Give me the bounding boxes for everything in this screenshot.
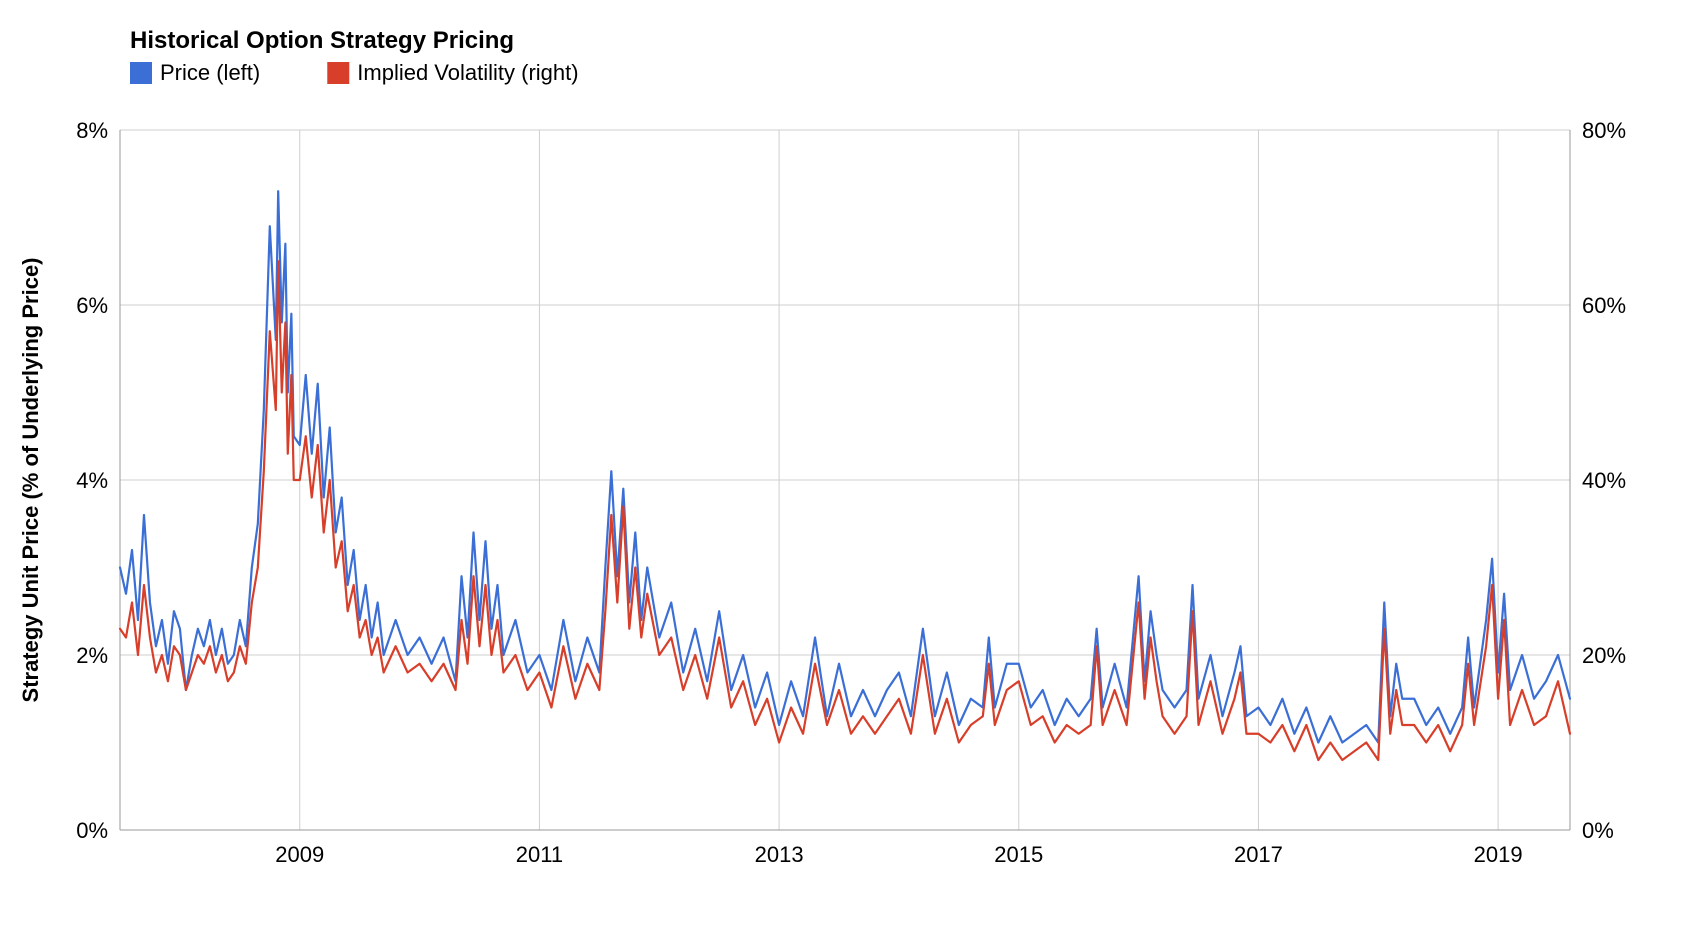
y-left-tick-label: 2% [76, 643, 108, 668]
y-left-tick-label: 8% [76, 118, 108, 143]
y-left-tick-label: 6% [76, 293, 108, 318]
chart-container: Historical Option Strategy Pricing Price … [0, 0, 1700, 934]
chart-title: Historical Option Strategy Pricing [130, 27, 514, 54]
y-left-tick-label: 4% [76, 468, 108, 493]
y-right-tick-label: 80% [1582, 118, 1626, 143]
x-tick-label: 2009 [275, 842, 324, 867]
y-right-tick-label: 20% [1582, 643, 1626, 668]
legend-swatch [130, 62, 152, 84]
x-tick-label: 2013 [755, 842, 804, 867]
y-left-tick-label: 0% [76, 818, 108, 843]
legend-label: Implied Volatility (right) [357, 60, 578, 85]
x-tick-label: 2015 [994, 842, 1043, 867]
y-right-tick-label: 0% [1582, 818, 1614, 843]
x-tick-label: 2017 [1234, 842, 1283, 867]
y-right-tick-label: 40% [1582, 468, 1626, 493]
x-tick-label: 2019 [1474, 842, 1523, 867]
x-tick-label: 2011 [516, 842, 563, 867]
line-chart: Historical Option Strategy Pricing Price … [0, 0, 1700, 934]
legend-swatch [327, 62, 349, 84]
y-right-tick-label: 60% [1582, 293, 1626, 318]
legend-label: Price (left) [160, 60, 260, 85]
y-axis-label: Strategy Unit Price (% of Underlying Pri… [18, 258, 43, 703]
